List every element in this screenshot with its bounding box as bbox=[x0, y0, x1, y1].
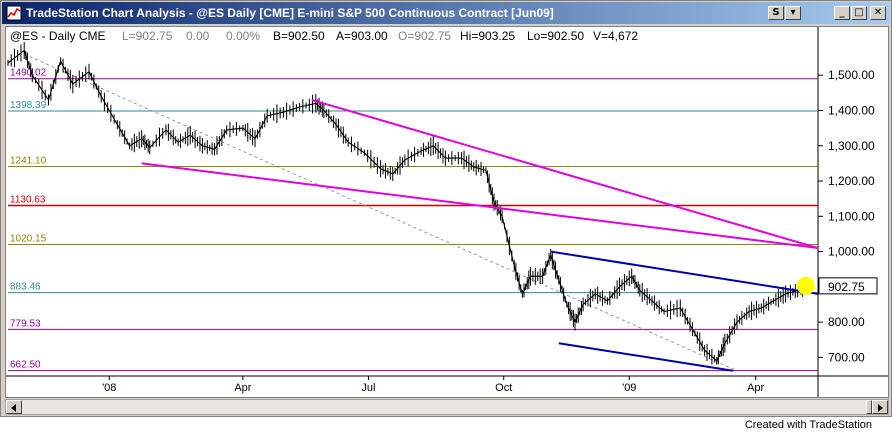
level-label: 662.50 bbox=[10, 360, 41, 371]
y-tick-label: 700.00 bbox=[828, 350, 865, 364]
trendline-magenta[interactable] bbox=[311, 98, 819, 249]
chart-window: TradeStation Chart Analysis - @ES Daily … bbox=[0, 0, 892, 417]
level-label: 1130.63 bbox=[10, 194, 46, 205]
title-bar[interactable]: TradeStation Chart Analysis - @ES Daily … bbox=[2, 2, 890, 24]
level-label: 1020.15 bbox=[10, 233, 47, 244]
header-ask: A=903.00 bbox=[336, 29, 388, 43]
price-chart[interactable]: @ES - Daily CME L=902.75 0.00 0.00% B=902.50… bbox=[6, 27, 888, 397]
last-price-marker bbox=[796, 276, 815, 295]
y-tick-label: 1,300.00 bbox=[828, 139, 875, 153]
header-change: 0.00 bbox=[186, 29, 210, 43]
level-label: 1398.39 bbox=[10, 100, 47, 111]
y-tick-label: 1,100.00 bbox=[828, 209, 875, 223]
x-tick-label: Apr bbox=[234, 382, 251, 394]
window-title: TradeStation Chart Analysis - @ES Daily … bbox=[26, 6, 554, 20]
trendline-blue[interactable] bbox=[558, 342, 734, 372]
y-tick-label: 1,200.00 bbox=[828, 174, 875, 188]
dashed-trendline bbox=[24, 53, 738, 372]
header-bid: B=902.50 bbox=[273, 29, 325, 43]
level-label: 779.53 bbox=[10, 318, 41, 329]
chart-app-icon bbox=[6, 5, 22, 21]
scroll-left-button[interactable] bbox=[6, 400, 22, 414]
header-low: Lo=902.50 bbox=[527, 29, 584, 43]
menu-dropdown-button[interactable]: ▾ bbox=[785, 6, 801, 20]
header-open: O=902.75 bbox=[398, 29, 451, 43]
x-tick-label: '09 bbox=[622, 382, 636, 394]
scroll-right-button[interactable] bbox=[872, 400, 888, 414]
x-tick-label: Oct bbox=[495, 382, 512, 394]
header-high: Hi=903.25 bbox=[460, 29, 515, 43]
level-label: 1490.02 bbox=[10, 68, 47, 79]
arrow-right-icon bbox=[878, 404, 883, 412]
horizontal-scrollbar[interactable] bbox=[5, 399, 889, 415]
maximize-button[interactable]: □ bbox=[851, 6, 867, 20]
scroll-thumb[interactable] bbox=[866, 400, 872, 414]
x-tick-label: '08 bbox=[102, 382, 116, 394]
arrow-left-icon bbox=[11, 404, 16, 412]
trendline-blue[interactable] bbox=[550, 250, 819, 295]
level-label: 883.46 bbox=[10, 282, 41, 293]
header-pct: 0.00% bbox=[226, 29, 260, 43]
x-tick-label: Jul bbox=[361, 382, 375, 394]
header-symbol: @ES - Daily CME bbox=[10, 29, 106, 43]
y-tick-label: 1,000.00 bbox=[828, 245, 875, 259]
chart-area[interactable]: @ES - Daily CME L=902.75 0.00 0.00% B=902.50… bbox=[5, 26, 889, 398]
last-price-box bbox=[818, 277, 878, 295]
x-tick-label: Apr bbox=[747, 382, 764, 394]
trendline-magenta[interactable] bbox=[141, 162, 819, 250]
minimize-button[interactable]: _ bbox=[834, 6, 850, 20]
y-tick-label: 800.00 bbox=[828, 315, 865, 329]
symbol-link-button[interactable]: S bbox=[768, 6, 784, 20]
y-tick-label: 1,400.00 bbox=[828, 103, 875, 117]
header-last: L=902.75 bbox=[122, 29, 173, 43]
close-button[interactable]: ✕ bbox=[870, 6, 886, 20]
level-label: 1241.10 bbox=[10, 156, 47, 167]
header-volume: V=4,672 bbox=[593, 29, 638, 43]
credit-text: Created with TradeStation bbox=[744, 419, 872, 431]
y-tick-label: 1,500.00 bbox=[828, 68, 875, 82]
last-price-label: 902.75 bbox=[828, 280, 865, 294]
